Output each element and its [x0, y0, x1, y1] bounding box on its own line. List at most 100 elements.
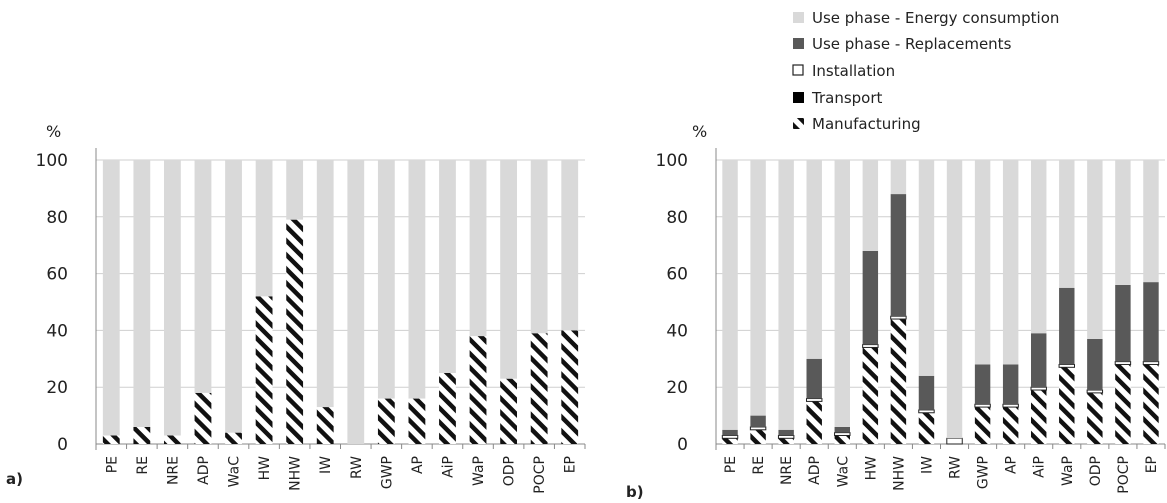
x-tick-label: NRE: [165, 456, 181, 485]
legend-swatch-installation: [792, 64, 804, 76]
bar-manufacturing: [500, 378, 517, 444]
bar-manufacturing: [1059, 367, 1075, 444]
x-tick-label: RW: [948, 456, 964, 479]
bar-manufacturing: [1115, 364, 1131, 444]
bar-manufacturing: [806, 401, 822, 444]
bar-energy: [834, 160, 850, 427]
bar-replacements: [1059, 287, 1075, 365]
bar-manufacturing: [834, 435, 850, 444]
x-tick-label: WaP: [1060, 456, 1076, 486]
bar-energy: [133, 160, 151, 427]
bar-energy: [225, 160, 242, 433]
y-axis-label: %: [692, 122, 707, 141]
bar-installation: [1058, 363, 1075, 368]
bar-energy: [194, 160, 212, 393]
x-tick-label: AiP: [440, 456, 456, 478]
bar-energy: [890, 160, 907, 195]
x-tick-label: ODP: [502, 456, 518, 486]
bar-manufacturing: [133, 426, 151, 444]
x-tick-label: WaC: [835, 456, 851, 488]
bar-manufacturing: [862, 347, 879, 444]
bar-installation: [834, 432, 851, 436]
bar-manufacturing: [408, 398, 426, 444]
bar-replacements: [1115, 284, 1131, 362]
bar-installation: [806, 398, 823, 402]
bar-installation: [1002, 403, 1019, 408]
bar-manufacturing: [377, 398, 395, 444]
bar-energy: [750, 160, 766, 416]
x-tick-label: NRE: [779, 456, 795, 485]
y-tick-label: 100: [36, 151, 68, 171]
bar-energy: [102, 160, 120, 436]
bar-manufacturing: [778, 438, 794, 444]
x-tick-label: GWP: [976, 456, 992, 489]
x-tick-label: WaP: [471, 456, 487, 486]
bar-installation: [1030, 386, 1047, 391]
bar-manufacturing: [102, 435, 120, 444]
bar-manufacturing: [439, 373, 456, 444]
y-tick-label: 0: [57, 435, 68, 455]
x-tick-label: IW: [318, 456, 334, 474]
x-tick-label: GWP: [379, 456, 395, 489]
y-axis-label: %: [46, 122, 61, 141]
y-tick-label: 40: [46, 321, 68, 341]
legend-label-transport: Transport: [811, 89, 883, 107]
bar-energy: [946, 160, 963, 439]
bar-manufacturing: [164, 435, 181, 444]
bar-installation: [1114, 361, 1132, 365]
bar-energy: [778, 160, 794, 430]
x-tick-label: HW: [863, 456, 879, 481]
x-tick-label: NHW: [288, 456, 304, 491]
chart-panel-a: 0 20 40 60 80 100% a) PE RE NRE ADP WaC HW NHW IW RW GWP…: [6, 122, 586, 494]
x-tick-label: RW: [349, 456, 365, 479]
bar-replacements: [862, 250, 879, 345]
legend-item-replacements: Use phase - Replacements: [793, 35, 1012, 53]
bar-energy: [1059, 160, 1075, 288]
legend-swatch-manufacturing: [793, 118, 804, 129]
legend-label-installation: Installation: [812, 62, 895, 80]
legend-label-replacements: Use phase - Replacements: [812, 35, 1012, 53]
bar-manufacturing: [286, 219, 304, 444]
bar-energy: [377, 160, 395, 399]
bar-manufacturing: [890, 319, 907, 444]
bar-installation: [1086, 389, 1104, 394]
bar-manufacturing: [1087, 392, 1103, 444]
bar-energy: [316, 160, 334, 408]
bar-replacements: [722, 429, 738, 436]
bar-manufacturing: [530, 333, 548, 444]
bar-replacements: [1002, 364, 1019, 405]
bar-energy: [286, 160, 304, 220]
bar-energy: [347, 160, 365, 444]
x-tick-label: NHW: [891, 456, 907, 491]
bar-replacements: [890, 194, 907, 317]
x-tick-label: EP: [1144, 456, 1160, 473]
bar-energy: [722, 160, 738, 430]
y-tick-label: 60: [666, 265, 688, 285]
bar-energy: [561, 160, 579, 331]
bar-installation: [974, 403, 991, 408]
bar-energy: [862, 160, 879, 251]
bar-energy: [1087, 160, 1103, 339]
x-tick-label: RE: [751, 456, 767, 475]
y-tick-label: 60: [46, 265, 68, 285]
bar-manufacturing: [225, 432, 242, 444]
legend: Use phase - Energy consumption Use phase…: [792, 9, 1059, 133]
bar-replacements: [778, 429, 794, 436]
bar-manufacturing: [722, 438, 738, 444]
bar-energy: [1143, 160, 1159, 283]
y-tick-label: 100: [656, 151, 688, 171]
x-tick-label: IW: [919, 456, 935, 474]
bar-manufacturing: [255, 296, 273, 444]
legend-item-energy: Use phase - Energy consumption: [793, 9, 1059, 27]
x-tick-label: PE: [104, 456, 120, 473]
legend-label-manufacturing: Manufacturing: [812, 115, 921, 133]
y-tick-label: 80: [46, 208, 68, 228]
bar-energy: [255, 160, 273, 297]
bar-replacements: [806, 358, 822, 399]
x-tick-label: ADP: [807, 456, 823, 485]
bar-energy: [500, 160, 517, 379]
legend-item-manufacturing: Manufacturing: [793, 115, 921, 133]
bar-replacements: [1031, 333, 1047, 388]
legend-swatch-transport: [793, 92, 804, 103]
